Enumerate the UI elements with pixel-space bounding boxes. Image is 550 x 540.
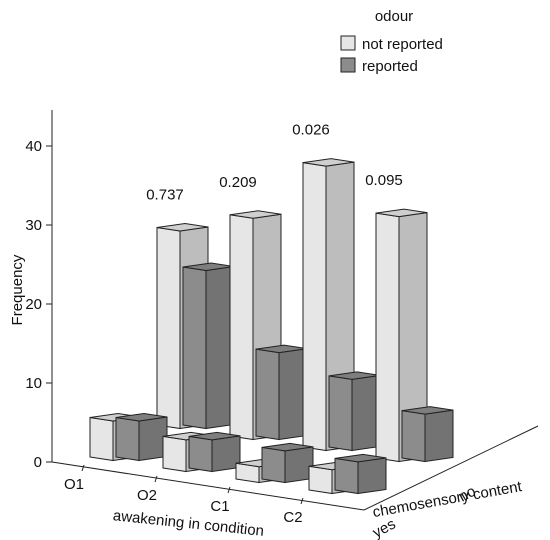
z-axis-line bbox=[363, 425, 539, 511]
bar-O1-no-reported bbox=[182, 262, 235, 430]
bar-O1-yes-reported bbox=[115, 412, 168, 462]
bar-C1-yes-reported bbox=[261, 442, 314, 484]
legend-swatch bbox=[340, 35, 356, 51]
chart-bars bbox=[89, 158, 454, 495]
x-tick-label: O2 bbox=[137, 487, 157, 504]
chart-axes bbox=[46, 110, 539, 511]
annotation-label: 0.737 bbox=[146, 187, 184, 204]
bar-O2-yes-reported bbox=[188, 431, 241, 473]
x-tick-label: C1 bbox=[210, 498, 229, 515]
bar-C2-yes-reported bbox=[334, 453, 387, 495]
y-tick-label: 20 bbox=[25, 296, 42, 313]
x-axis-line bbox=[51, 461, 365, 511]
x-tick bbox=[154, 475, 158, 483]
x-tick-label: C2 bbox=[283, 509, 302, 526]
y-tick-label: 10 bbox=[25, 375, 42, 392]
bar-O2-no-reported bbox=[255, 344, 308, 441]
depth-axis-label: chemosensory content bbox=[371, 478, 523, 521]
x-tick-label: O1 bbox=[64, 476, 84, 493]
legend-entry-label: not reported bbox=[362, 36, 443, 53]
depth-tick-label: no bbox=[456, 483, 479, 506]
y-tick-label: 0 bbox=[34, 454, 42, 471]
legend-title: odour bbox=[375, 8, 413, 25]
annotation-label: 0.095 bbox=[365, 172, 403, 189]
y-tick-label: 40 bbox=[25, 138, 42, 155]
x-axis-label: awakening in condition bbox=[112, 507, 265, 540]
y-tick-label: 30 bbox=[25, 217, 42, 234]
x-tick bbox=[81, 464, 85, 472]
legend-swatch bbox=[340, 57, 356, 73]
x-tick bbox=[300, 497, 304, 505]
annotation-label: 0.209 bbox=[219, 174, 257, 191]
bar-C2-no-not-reported bbox=[375, 208, 428, 463]
bar-C2-no-reported bbox=[401, 406, 454, 463]
bar-C1-no-reported bbox=[328, 371, 381, 452]
x-tick bbox=[227, 486, 231, 494]
legend-entry-label: reported bbox=[362, 58, 418, 75]
annotation-label: 0.026 bbox=[292, 122, 330, 139]
y-axis-label: Frequency bbox=[9, 254, 26, 325]
chart-legend: odour not reported reported bbox=[340, 8, 443, 75]
